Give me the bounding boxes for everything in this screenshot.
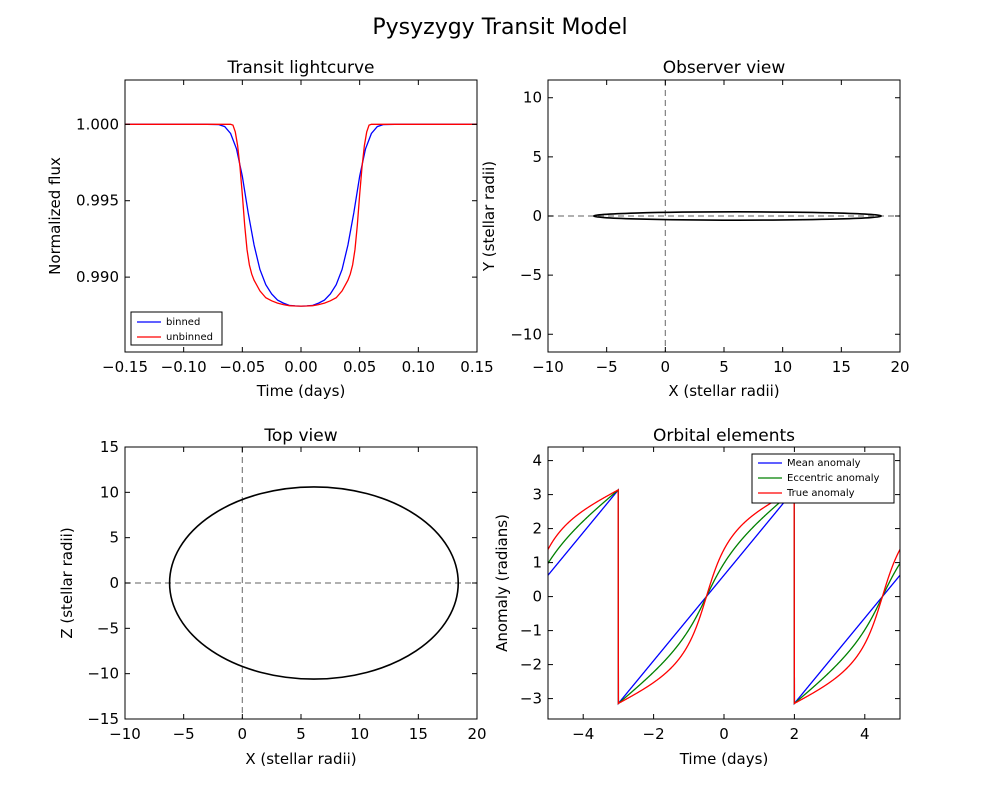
lightcurve-ylabel: Normalized flux xyxy=(46,157,64,275)
top-ytick-label: −15 xyxy=(87,710,119,728)
observer-xlabel: X (stellar radii) xyxy=(668,382,779,400)
legend-label-true-anomaly: True anomaly xyxy=(786,488,855,499)
legend-label-eccentric-anomaly: Eccentric anomaly xyxy=(787,473,880,484)
lightcurve-xtick-label: −0.10 xyxy=(161,358,207,376)
lightcurve-xtick-label: 0.05 xyxy=(343,358,376,376)
orbital-xtick-label: 0 xyxy=(719,725,729,743)
observer-title: Observer view xyxy=(663,58,786,78)
top-axes-frame xyxy=(124,446,478,720)
orbital-xlabel: Time (days) xyxy=(679,750,769,768)
observer-xtick-label: −10 xyxy=(532,358,564,376)
orbital-plot-area: −4 −2 0 2 4 −3 −2 −1 0 1 2 3 4 xyxy=(520,446,901,743)
top-xlabel: X (stellar radii) xyxy=(245,750,356,768)
top-ytick-label: 5 xyxy=(109,529,119,547)
top-xtick-label: 10 xyxy=(350,725,369,743)
lightcurve-xtick-label: 0.10 xyxy=(402,358,435,376)
orbital-legend: Mean anomaly Eccentric anomaly True anom… xyxy=(751,453,895,504)
observer-plot-area: −10 −5 0 5 10 15 20 −10 −5 0 5 10 xyxy=(510,79,910,376)
lightcurve-plot-area: −0.15 −0.10 −0.05 0.00 0.05 0.10 0.15 0.990 0.99… xyxy=(76,79,494,376)
observer-ytick-label: −5 xyxy=(520,266,542,284)
orbital-data-layer xyxy=(548,488,900,706)
lightcurve-ytick-label: 0.995 xyxy=(76,192,119,210)
orbital-ytick-label: −2 xyxy=(520,656,542,674)
observer-xtick-label: 20 xyxy=(890,358,909,376)
lightcurve-xtick-label: 0.00 xyxy=(284,358,317,376)
observer-ytick-label: 0 xyxy=(532,207,542,225)
series-line-true-anomaly xyxy=(548,488,900,705)
orbital-ytick-label: −1 xyxy=(520,622,542,640)
lightcurve-xlabel: Time (days) xyxy=(256,382,346,400)
top-ytick-label: 0 xyxy=(109,574,119,592)
lightcurve-xtick-label: −0.05 xyxy=(219,358,265,376)
observer-data-layer xyxy=(548,80,900,352)
top-xtick-label: 0 xyxy=(238,725,248,743)
orbital-elements-panel: Orbital elements −4 −2 0 2 4 −3 −2 −1 0 1 2 3 4 Time… xyxy=(493,426,901,768)
orbital-ytick-label: 0 xyxy=(532,588,542,606)
lightcurve-xtick-label: −0.15 xyxy=(102,358,148,376)
top-ytick-label: 15 xyxy=(100,438,119,456)
top-xtick-label: 15 xyxy=(409,725,428,743)
lightcurve-axes-frame xyxy=(124,79,478,353)
transit-lightcurve-panel: Transit lightcurve −0.15 −0.10 −0.05 0.00 0.… xyxy=(46,58,494,400)
observer-xtick-label: 0 xyxy=(661,358,671,376)
observer-ytick-label: 10 xyxy=(523,89,542,107)
top-ytick-label: 10 xyxy=(100,483,119,501)
observer-orbit-path xyxy=(592,211,883,221)
top-xtick-label: 5 xyxy=(296,725,306,743)
observer-xtick-label: −5 xyxy=(596,358,618,376)
figure-title: Pysyzygy Transit Model xyxy=(372,15,627,40)
top-orbit-path xyxy=(168,486,460,680)
legend-label-unbinned: unbinned xyxy=(166,332,213,343)
lightcurve-xtick-label: 0.15 xyxy=(460,358,493,376)
observer-xtick-label: 5 xyxy=(719,358,729,376)
orbital-ytick-label: 3 xyxy=(532,486,542,504)
orbital-xtick-label: 4 xyxy=(860,725,870,743)
top-xtick-label: 20 xyxy=(467,725,486,743)
series-line-mean-anomaly xyxy=(548,488,900,706)
observer-axes-frame xyxy=(547,79,901,353)
top-xtick-label: −10 xyxy=(109,725,141,743)
orbital-xtick-label: −4 xyxy=(572,725,594,743)
top-ylabel: Z (stellar radii) xyxy=(58,527,76,638)
top-xtick-label: −5 xyxy=(173,725,195,743)
lightcurve-data-layer xyxy=(125,123,477,307)
lightcurve-legend: binned unbinned xyxy=(130,311,223,346)
series-line-unbinned xyxy=(125,123,477,307)
orbital-axes-frame xyxy=(547,446,901,720)
observer-ytick-label: 5 xyxy=(532,148,542,166)
orbital-ytick-label: −3 xyxy=(520,690,542,708)
observer-xtick-label: 10 xyxy=(773,358,792,376)
series-line-eccentric-anomaly xyxy=(548,488,900,705)
legend-label-mean-anomaly: Mean anomaly xyxy=(787,458,861,469)
orbital-ytick-label: 2 xyxy=(532,520,542,538)
orbital-ytick-label: 4 xyxy=(532,452,542,470)
orbital-ylabel: Anomaly (radians) xyxy=(493,514,511,652)
lightcurve-ytick-label: 0.990 xyxy=(76,268,119,286)
top-data-layer xyxy=(125,447,477,719)
observer-xtick-label: 15 xyxy=(832,358,851,376)
orbital-xtick-label: 2 xyxy=(790,725,800,743)
top-title: Top view xyxy=(263,426,337,446)
observer-view-panel: Observer view −10 −5 0 5 10 15 20 −10 −5 0 5 10 X (… xyxy=(480,58,910,400)
lightcurve-ytick-label: 1.000 xyxy=(76,115,119,133)
legend-label-binned: binned xyxy=(166,317,200,328)
top-ytick-label: −5 xyxy=(97,619,119,637)
orbital-xtick-label: −2 xyxy=(643,725,665,743)
orbital-title: Orbital elements xyxy=(653,426,795,446)
lightcurve-legend-box xyxy=(130,311,223,346)
observer-ylabel: Y (stellar radii) xyxy=(480,161,498,272)
top-ytick-label: −10 xyxy=(87,665,119,683)
observer-ytick-label: −10 xyxy=(510,325,542,343)
lightcurve-title: Transit lightcurve xyxy=(226,58,374,78)
series-line-binned xyxy=(125,123,477,307)
orbital-ytick-label: 1 xyxy=(532,554,542,572)
